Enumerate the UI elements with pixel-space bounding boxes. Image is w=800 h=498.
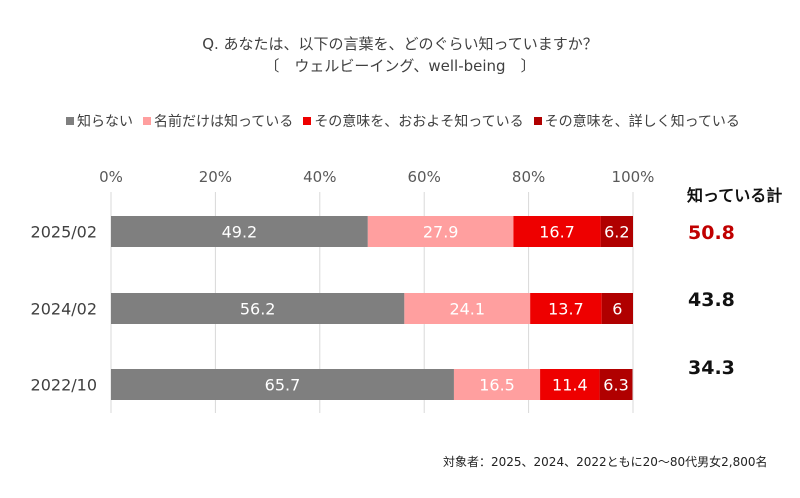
total-value: 34.3 — [688, 357, 735, 379]
data-label: 16.7 — [539, 223, 575, 242]
legend-label: その意味を、おおよそ知っている — [314, 114, 524, 130]
data-label: 16.5 — [479, 376, 515, 395]
legend-item: その意味を、おおよそ知っている — [303, 111, 524, 131]
legend-label: 名前だけは知っている — [154, 114, 294, 130]
bar-segment — [404, 293, 531, 324]
totals-header: 知っている計 — [687, 186, 783, 205]
bar-segment — [513, 216, 601, 247]
footnote: 対象者：2025、2024、2022ともに20～80代男女2,800名 — [443, 455, 768, 469]
bar-segment — [530, 293, 602, 324]
total-value: 50.8 — [688, 222, 735, 244]
bar-segment — [367, 216, 514, 247]
x-tick-label: 0% — [99, 168, 123, 186]
legend-label: 知らない — [77, 114, 133, 130]
legend: 知らない 名前だけは知っている その意味を、おおよそ知っている その意味を、詳し… — [66, 111, 786, 131]
x-tick-label: 40% — [303, 168, 336, 186]
data-label: 6 — [612, 300, 622, 319]
y-category-label: 2025/02 — [31, 223, 97, 242]
x-tick-label: 60% — [408, 168, 441, 186]
legend-swatch — [66, 117, 74, 125]
bar-segment — [111, 293, 405, 324]
data-label: 6.3 — [603, 376, 628, 395]
legend-item: その意味を、詳しく知っている — [533, 111, 740, 131]
bar-segment — [600, 216, 633, 247]
bar-segment — [111, 216, 368, 247]
data-label: 49.2 — [222, 223, 258, 242]
bar-segment — [601, 293, 633, 324]
x-tick-label: 20% — [199, 168, 232, 186]
legend-label: その意味を、詳しく知っている — [544, 114, 740, 130]
data-label: 6.2 — [604, 223, 629, 242]
legend-swatch — [143, 117, 151, 125]
bar-segment — [111, 369, 454, 400]
x-tick-label: 80% — [512, 168, 545, 186]
y-category-label: 2024/02 — [31, 300, 97, 319]
data-label: 56.2 — [240, 300, 276, 319]
data-label: 24.1 — [449, 300, 485, 319]
y-category-label: 2022/10 — [31, 376, 97, 395]
legend-swatch — [303, 117, 312, 125]
x-tick-label: 100% — [612, 168, 655, 186]
bar-segment — [599, 369, 633, 400]
chart-title: Q. あなたは、以下の言葉を、どのぐらい知っていますか？ — [202, 35, 598, 53]
data-label: 65.7 — [265, 376, 301, 395]
chart-subtitle: 〔 ウェルビーイング、well-being 〕 — [264, 57, 536, 75]
data-label: 11.4 — [552, 376, 588, 395]
data-label: 13.7 — [548, 300, 584, 319]
bar-segment — [453, 369, 541, 400]
legend-item: 名前だけは知っている — [143, 111, 293, 131]
total-value: 43.8 — [688, 289, 735, 311]
legend-swatch — [533, 117, 542, 125]
bar-segment — [540, 369, 600, 400]
legend-item: 知らない — [66, 111, 133, 131]
data-label: 27.9 — [423, 223, 459, 242]
